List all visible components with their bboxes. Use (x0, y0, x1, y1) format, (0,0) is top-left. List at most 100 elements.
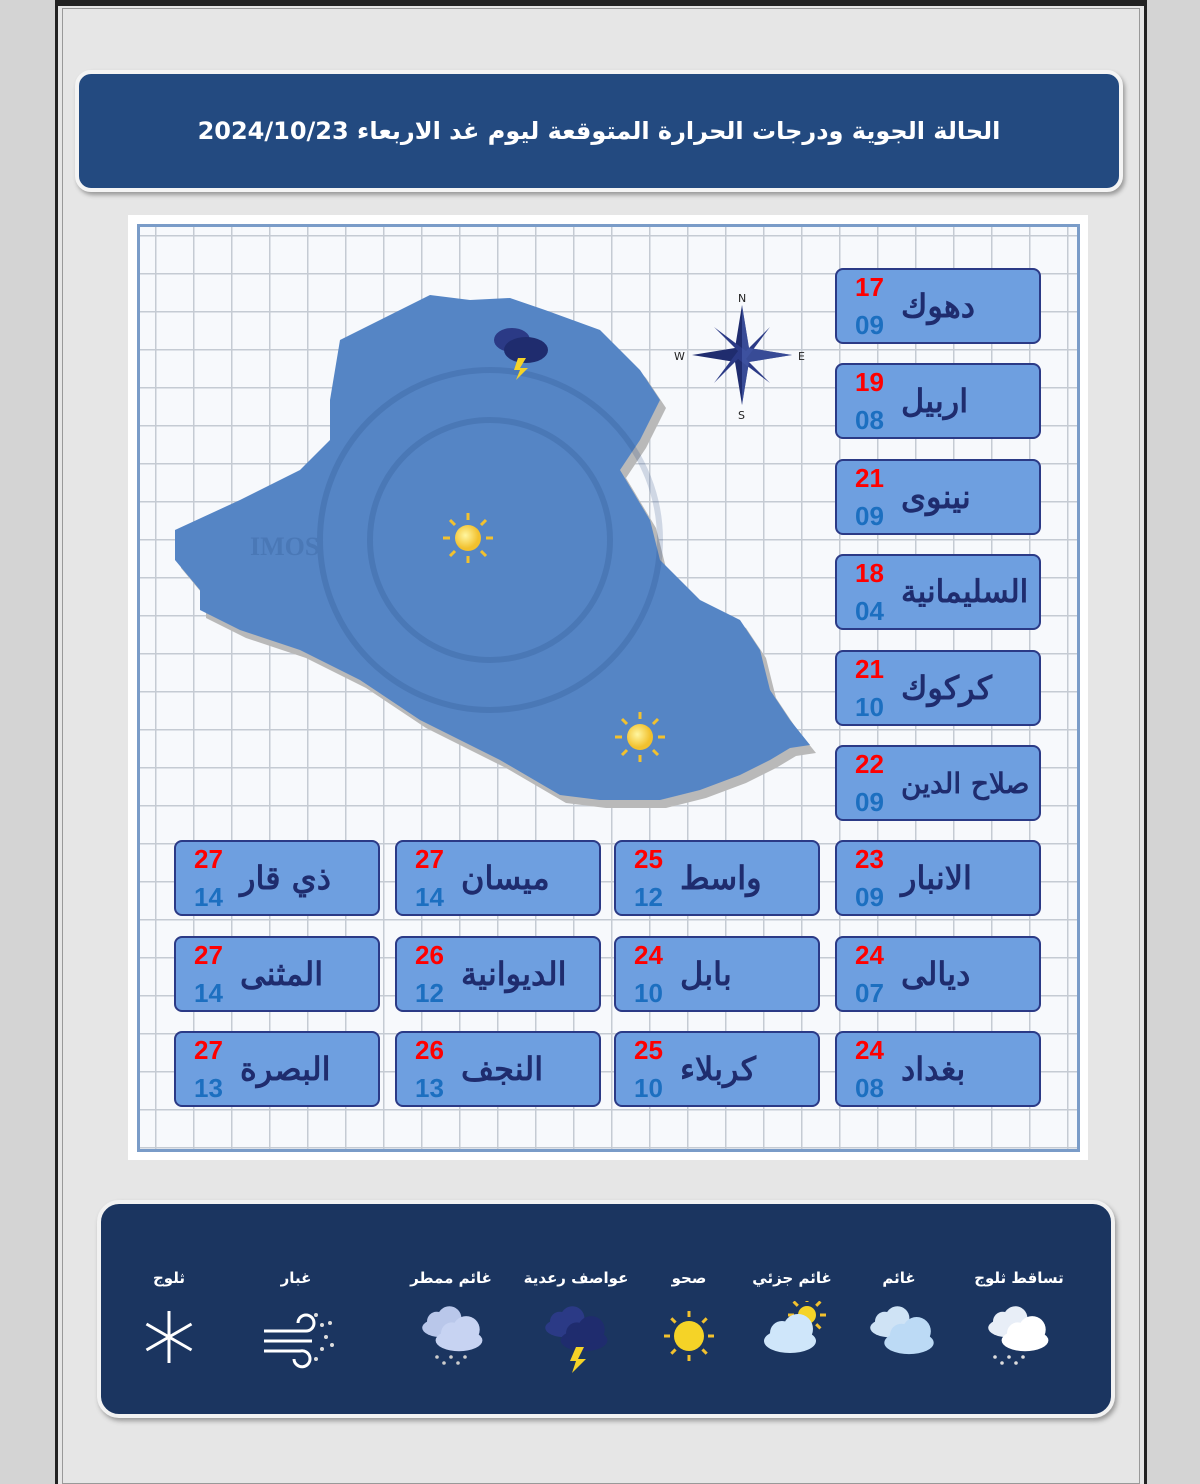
city-name-text: كربلاء (680, 1050, 756, 1088)
min-temp: 12 (415, 978, 444, 1008)
legend-label: غائم جزئي (752, 1269, 832, 1287)
watermark-logo: IMOS (250, 367, 663, 713)
max-temp: 17 (855, 272, 884, 302)
min-temp: 09 (855, 310, 884, 340)
max-temp: 19 (855, 367, 884, 397)
max-temp: 27 (194, 844, 223, 874)
min-temp: 13 (194, 1073, 223, 1103)
city-name-text: السليمانية (901, 574, 1029, 610)
city-name-text: بغداد (901, 1050, 966, 1088)
city-name: المثنى (240, 938, 370, 1010)
city-card: المثنى 27 14 (174, 936, 380, 1012)
min-temp: 13 (415, 1073, 444, 1103)
city-name: واسط (680, 842, 810, 914)
legend-item: غائم (844, 1269, 954, 1376)
city-name-text: بابل (680, 955, 732, 993)
city-name-text: النجف (461, 1050, 544, 1088)
legend-label: غائم ممطر (410, 1269, 492, 1287)
max-temp: 27 (194, 1035, 223, 1065)
city-name-text: الانبار (901, 859, 972, 897)
legend-label: غبار (280, 1269, 312, 1287)
city-card: البصرة 27 13 (174, 1031, 380, 1107)
min-temp: 12 (634, 882, 663, 912)
city-name: كركوك (901, 652, 1031, 724)
city-name-text: نينوى (901, 478, 971, 516)
city-name-text: اربيل (901, 382, 969, 420)
max-temp: 26 (415, 940, 444, 970)
city-name-text: واسط (680, 859, 762, 897)
city-card: بغداد 24 08 (835, 1031, 1041, 1107)
max-temp: 23 (855, 844, 884, 874)
max-temp: 21 (855, 463, 884, 493)
city-name: بغداد (901, 1033, 1031, 1105)
city-card: كربلاء 25 10 (614, 1031, 820, 1107)
legend-item: عواصف رعدية (521, 1269, 631, 1376)
city-name: ديالى (901, 938, 1031, 1010)
city-name-text: المثنى (240, 955, 324, 993)
city-name: دهوك (901, 270, 1031, 342)
city-name: السليمانية (901, 556, 1031, 628)
legend-item: تساقط ثلوج (964, 1269, 1074, 1376)
compass-n: N (738, 292, 746, 305)
compass-s: S (738, 409, 745, 422)
min-temp: 14 (415, 882, 444, 912)
city-card: اربيل 19 08 (835, 363, 1041, 439)
legend-item: ثلوج (114, 1269, 224, 1376)
legend-label: تساقط ثلوج (974, 1269, 1064, 1287)
partly-cloudy-icon (764, 1301, 826, 1353)
city-name: ذي قار (240, 842, 370, 914)
snowfall-icon (988, 1306, 1049, 1365)
min-temp: 10 (634, 978, 663, 1008)
city-name-text: ذي قار (240, 859, 331, 897)
min-temp: 10 (855, 692, 884, 722)
rainy-icon (422, 1306, 483, 1365)
max-temp: 21 (855, 654, 884, 684)
city-name: الانبار (901, 842, 1031, 914)
city-card: ذي قار 27 14 (174, 840, 380, 916)
cloudy-icon (870, 1306, 934, 1355)
sunny-icon (443, 513, 493, 563)
city-card: بابل 24 10 (614, 936, 820, 1012)
min-temp: 07 (855, 978, 884, 1008)
city-card: الانبار 23 09 (835, 840, 1041, 916)
compass-w: W (674, 350, 685, 363)
city-name: صلاح الدين (901, 747, 1031, 819)
city-card: نينوى 21 09 (835, 459, 1041, 535)
city-card: ديالى 24 07 (835, 936, 1041, 1012)
city-name-text: ديالى (901, 955, 971, 993)
thunderstorm-icon (545, 1306, 608, 1373)
max-temp: 18 (855, 558, 884, 588)
min-temp: 09 (855, 882, 884, 912)
compass-e: E (798, 350, 805, 363)
max-temp: 24 (855, 940, 884, 970)
city-name: البصرة (240, 1033, 370, 1105)
iraq-map: IMOS N S E W (175, 292, 816, 808)
city-card: النجف 26 13 (395, 1031, 601, 1107)
max-temp: 26 (415, 1035, 444, 1065)
city-card: واسط 25 12 (614, 840, 820, 916)
city-card: الديوانية 26 12 (395, 936, 601, 1012)
legend-label: غائم (882, 1269, 916, 1287)
thunderstorm-icon (494, 328, 548, 380)
city-name: ميسان (461, 842, 591, 914)
min-temp: 09 (855, 787, 884, 817)
min-temp: 08 (855, 1073, 884, 1103)
city-name: النجف (461, 1033, 591, 1105)
city-card: ميسان 27 14 (395, 840, 601, 916)
max-temp: 25 (634, 1035, 663, 1065)
legend-item: غائم جزئي (737, 1269, 847, 1376)
legend-label: عواصف رعدية (523, 1269, 629, 1287)
max-temp: 25 (634, 844, 663, 874)
city-card: دهوك 17 09 (835, 268, 1041, 344)
svg-text:IMOS: IMOS (250, 532, 319, 561)
city-card: السليمانية 18 04 (835, 554, 1041, 630)
city-name: اربيل (901, 365, 1031, 437)
title-banner: الحالة الجوية ودرجات الحرارة المتوقعة لي… (75, 70, 1123, 192)
legend-item: غبار (241, 1269, 351, 1376)
city-name-text: دهوك (901, 287, 976, 325)
legend-panel: تساقط ثلوج غائم غائم جزئي صحو عواصف رعدي… (97, 1200, 1115, 1418)
legend-label: صحو (671, 1269, 707, 1287)
iraq-land (175, 295, 810, 800)
city-card: صلاح الدين 22 09 (835, 745, 1041, 821)
sunny-icon (664, 1311, 714, 1361)
